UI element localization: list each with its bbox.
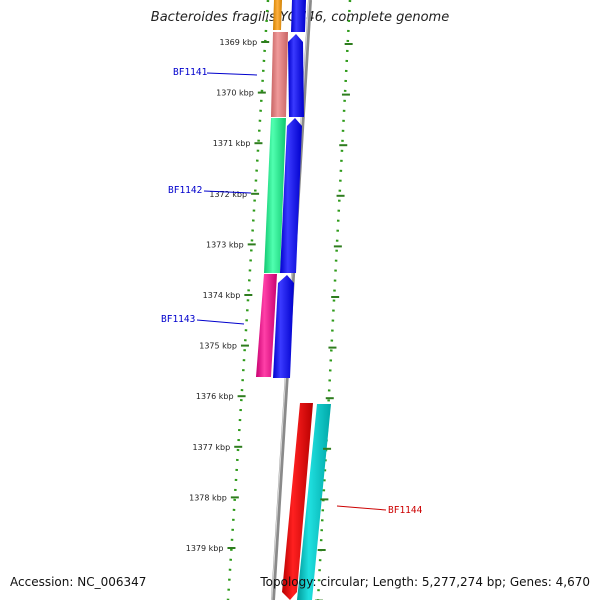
feature-top-blue bbox=[291, 0, 306, 32]
gene-label-bf1144-group[interactable]: BF1144 bbox=[336, 505, 423, 516]
bf1143-leader-line bbox=[196, 319, 245, 325]
feature-bf1143-arrow bbox=[273, 275, 294, 378]
cog-block-top bbox=[273, 0, 282, 30]
gene-label-bf1141[interactable]: BF1141 bbox=[173, 67, 208, 78]
scale-label: 1375 kbp bbox=[199, 342, 237, 351]
gene-label-bf1141-group[interactable]: BF1141 bbox=[173, 67, 258, 78]
scale-label: 1377 kbp bbox=[193, 443, 231, 452]
gene-label-bf1143-group[interactable]: BF1143 bbox=[161, 314, 245, 325]
scale-label: 1379 kbp bbox=[186, 544, 224, 553]
bf1141-leader-line bbox=[206, 72, 258, 76]
feature-red-arrow bbox=[282, 403, 313, 600]
scale-label: 1370 kbp bbox=[216, 89, 254, 98]
scale-label: 1378 kbp bbox=[189, 493, 227, 502]
outer-dotted-ring bbox=[316, 0, 352, 600]
genome-summary-text: Topology: circular; Length: 5,277,274 bp… bbox=[260, 575, 590, 589]
scale-label: 1376 kbp bbox=[196, 392, 234, 401]
gene-label-bf1144[interactable]: BF1144 bbox=[388, 505, 423, 516]
scale-label: 1373 kbp bbox=[206, 240, 244, 249]
gene-label-bf1142-group[interactable]: BF1142 bbox=[168, 185, 252, 196]
feature-bf1142-arrow bbox=[280, 118, 302, 273]
scale-label: 1374 kbp bbox=[203, 291, 241, 300]
gene-label-bf1143[interactable]: BF1143 bbox=[161, 314, 195, 325]
feature-bf1144-arrow bbox=[297, 404, 331, 600]
scale-label: 1372 kbp bbox=[209, 190, 247, 199]
scale-label: 1371 kbp bbox=[213, 139, 251, 148]
bf1144-leader-line bbox=[336, 505, 387, 511]
scale-label: 1369 kbp bbox=[219, 38, 257, 47]
scale-ticks: 1369 kbp 1370 kbp 1371 kbp 1372 kbp 1373 kbp… bbox=[186, 38, 353, 600]
cog-block-bf1142 bbox=[264, 118, 286, 273]
cog-block-bf1141 bbox=[271, 32, 288, 117]
accession-text: Accession: NC_006347 bbox=[10, 575, 147, 589]
cog-block-bf1143 bbox=[256, 274, 277, 377]
feature-bf1141-arrow bbox=[288, 34, 304, 117]
inner-dotted-ring bbox=[226, 0, 270, 600]
gene-label-bf1142[interactable]: BF1142 bbox=[168, 185, 202, 196]
bf1142-leader-line bbox=[203, 190, 252, 194]
